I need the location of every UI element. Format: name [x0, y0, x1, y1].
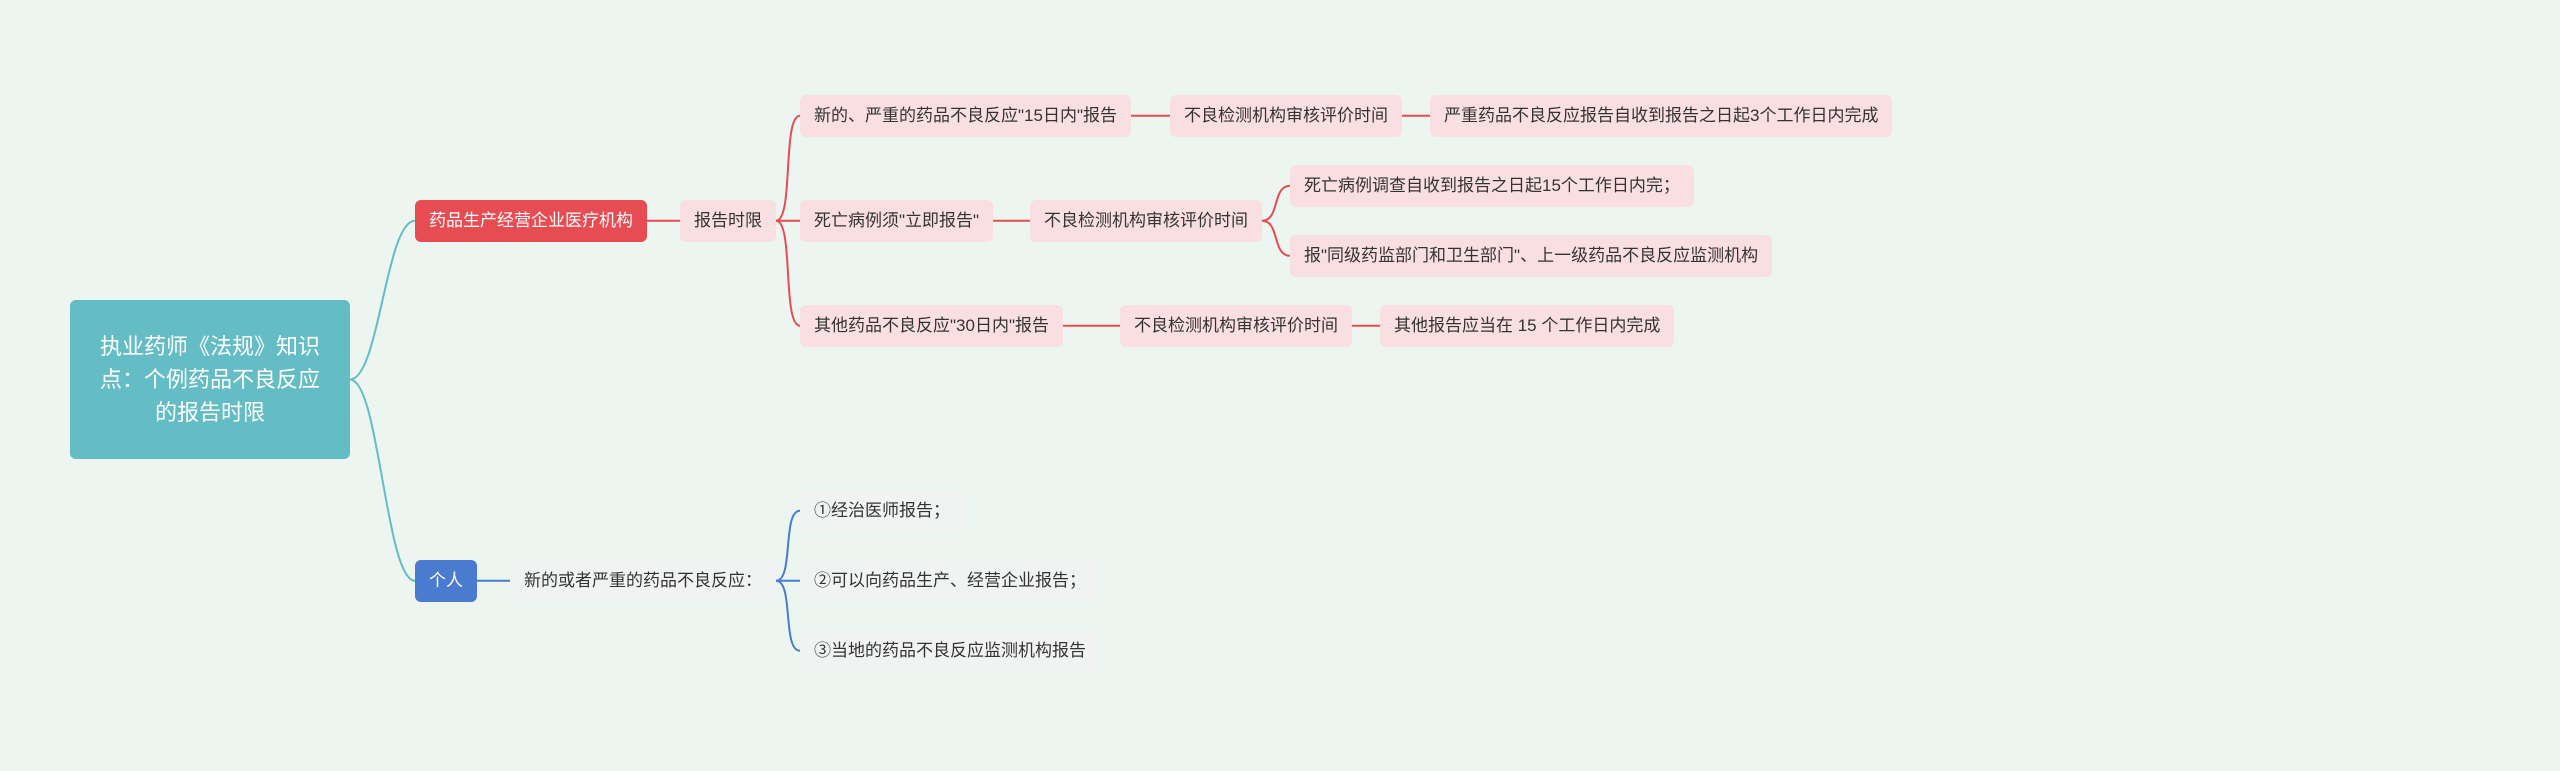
node-b2a3: ③当地的药品不良反应监测机构报告: [800, 630, 1100, 672]
node-b1a: 报告时限: [680, 200, 776, 242]
node-b2a2: ②可以向药品生产、经营企业报告；: [800, 560, 1100, 602]
edge-b1a2x-b1a2y1: [1262, 186, 1290, 221]
edge-root-b2: [350, 380, 415, 581]
node-b1a1x: 不良检测机构审核评价时间: [1170, 95, 1402, 137]
node-b1a2x: 不良检测机构审核评价时间: [1030, 200, 1262, 242]
node-b1a1: 新的、严重的药品不良反应"15日内"报告: [800, 95, 1131, 137]
node-b1a3y: 其他报告应当在 15 个工作日内完成: [1380, 305, 1674, 347]
edge-b2a-b2a1: [776, 511, 800, 581]
edge-b1a-b1a3: [776, 221, 800, 326]
node-b1a3x: 不良检测机构审核评价时间: [1120, 305, 1352, 347]
node-b2a1: ①经治医师报告；: [800, 490, 964, 532]
node-b1a2y1: 死亡病例调查自收到报告之日起15个工作日内完；: [1290, 165, 1694, 207]
node-b1a2y2: 报"同级药监部门和卫生部门"、上一级药品不良反应监测机构: [1290, 235, 1772, 277]
node-b2: 个人: [415, 560, 477, 602]
edge-b2a-b2a3: [776, 581, 800, 651]
node-b1: 药品生产经营企业医疗机构: [415, 200, 647, 242]
edge-b1a-b1a1: [776, 116, 800, 221]
node-b1a2: 死亡病例须"立即报告": [800, 200, 993, 242]
edge-b1a2x-b1a2y2: [1262, 221, 1290, 256]
node-b1a3: 其他药品不良反应"30日内"报告: [800, 305, 1063, 347]
edge-root-b1: [350, 221, 415, 380]
node-root: 执业药师《法规》知识点：个例药品不良反应的报告时限: [70, 300, 350, 459]
node-b2a: 新的或者严重的药品不良反应：: [510, 560, 776, 602]
node-b1a1y: 严重药品不良反应报告自收到报告之日起3个工作日内完成: [1430, 95, 1892, 137]
